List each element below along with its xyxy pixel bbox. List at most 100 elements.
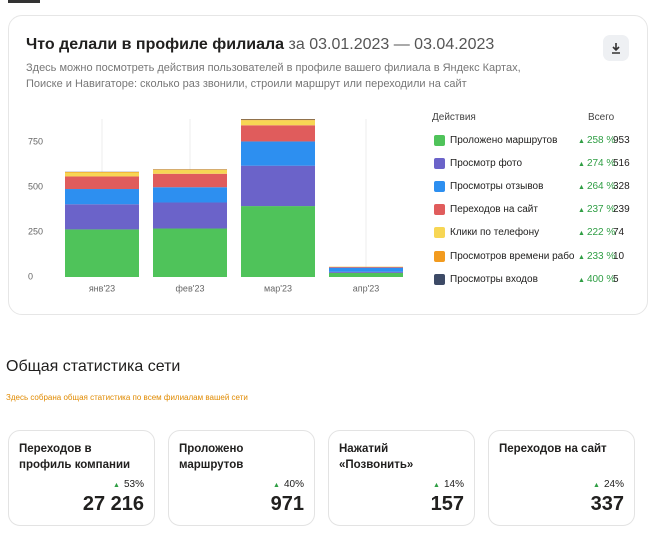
- bar-segment: [153, 228, 227, 277]
- bar-segment: [241, 125, 315, 142]
- bar-segment: [65, 172, 139, 177]
- legend-change: ▲ 264 %: [578, 181, 615, 192]
- change-text: 258 %: [586, 135, 616, 146]
- card-change: ▲ 24%: [593, 479, 624, 490]
- bar-segment: [241, 206, 315, 277]
- up-arrow: ▲: [578, 138, 585, 145]
- y-tick-label: 250: [28, 226, 43, 236]
- chart: 0 250 500 750 янв'23 фев'23 мар'23 апр'23: [28, 119, 403, 293]
- stat-card: Переходов в профиль компании ▲ 53% 27 216: [8, 430, 155, 526]
- legend-change: ▲ 222 %: [578, 227, 615, 238]
- section-note: Здесь собрана общая статистика по всем ф…: [6, 393, 248, 402]
- legend-name: Просмотры входов: [450, 273, 538, 285]
- bar-segment: [65, 204, 139, 230]
- legend-checkbox: [434, 227, 445, 239]
- stat-card: Проложено маршрутов ▲ 40% 971: [168, 430, 315, 526]
- legend-checkbox: [434, 250, 445, 262]
- stat-card: Нажатий «Позвонить» ▲ 14% 157: [328, 430, 475, 526]
- bar-segment: [241, 165, 315, 207]
- bar-segment: [153, 169, 227, 170]
- bar-segment: [65, 171, 139, 173]
- legend-checkbox: [434, 273, 445, 285]
- card-title: Переходов в профиль компании: [19, 443, 131, 471]
- up-arrow: ▲: [433, 482, 440, 489]
- change-text: 40%: [283, 479, 304, 490]
- legend-checkbox: [434, 204, 445, 216]
- bar-segment: [153, 173, 227, 188]
- up-arrow: ▲: [578, 184, 585, 192]
- legend-checkbox: [434, 158, 445, 170]
- bar-segment: [153, 169, 227, 174]
- x-tick-label: мар'23: [264, 283, 292, 293]
- actions-panel: [8, 15, 648, 315]
- legend-change: ▲ 237 %: [578, 204, 615, 215]
- y-tick-label: 0: [28, 271, 33, 281]
- card-value: 157: [430, 493, 464, 515]
- legend-header: Всего: [588, 112, 615, 123]
- bar-segment: [65, 189, 139, 205]
- bar-segment: [241, 119, 315, 120]
- download-icon: [612, 43, 620, 54]
- y-tick-label: 500: [28, 182, 43, 192]
- x-tick-label: фев'23: [176, 283, 205, 293]
- section-title: Общая статистика сети: [6, 358, 181, 375]
- download-button[interactable]: [603, 35, 629, 61]
- period: за 03.01.2023 — 03.04.2023: [288, 36, 495, 53]
- legend-change: ▲ 233 %: [578, 251, 615, 262]
- change-text: 233 %: [586, 250, 616, 262]
- legend-name: Просмотр фото: [450, 158, 523, 170]
- legend-total: 5: [613, 273, 619, 285]
- legend-total: 953: [613, 135, 630, 146]
- bar-segment: [329, 267, 403, 272]
- legend-header: Действия: [432, 112, 476, 123]
- change-text: 14%: [443, 479, 464, 490]
- bar-segment: [241, 119, 315, 121]
- bar-segment: [65, 229, 139, 277]
- card-value: 337: [590, 493, 624, 515]
- bar-segment: [241, 141, 315, 166]
- card-title: Нажатий «Позвонить»: [339, 443, 414, 471]
- up-arrow: ▲: [578, 230, 585, 238]
- up-arrow: ▲: [578, 207, 585, 215]
- legend-total: 516: [613, 158, 630, 170]
- legend-change: ▲ 274 %: [578, 158, 615, 169]
- up-arrow: ▲: [113, 482, 120, 489]
- change-text: 400 %: [586, 273, 616, 285]
- change-text: 24%: [603, 479, 624, 490]
- legend-total: 239: [613, 204, 630, 216]
- legend-change: ▲ 258 %: [578, 135, 615, 146]
- legend-checkbox: [434, 135, 445, 146]
- legend-checkbox: [434, 181, 445, 193]
- legend-name: Переходов на сайт: [450, 204, 538, 216]
- change-text: 222 %: [586, 227, 616, 239]
- y-tick-label: 750: [28, 137, 43, 147]
- tab-indicator: [8, 0, 40, 3]
- legend-change: ▲ 400 %: [578, 274, 615, 285]
- legend-name: Просмотров времени работы: [450, 250, 574, 262]
- bar-segment: [153, 187, 227, 203]
- card-change: ▲ 53%: [113, 479, 144, 490]
- up-arrow: ▲: [578, 276, 585, 284]
- legend-total: 74: [613, 227, 625, 239]
- change-text: 264 %: [586, 181, 616, 193]
- up-arrow: ▲: [593, 482, 600, 489]
- card-value: 971: [270, 493, 304, 515]
- bar-segment: [153, 202, 227, 229]
- card-value: 27 216: [82, 493, 144, 515]
- panel-title: Что делали в профиле филиала за 03.01.20…: [26, 36, 494, 54]
- bar-segment: [65, 176, 139, 190]
- bar-segment: [329, 266, 403, 268]
- bar-segment: [329, 272, 403, 277]
- legend-name: Проложено маршрутов: [450, 135, 558, 146]
- legend-total: 10: [613, 250, 625, 262]
- x-tick-label: янв'23: [89, 283, 115, 293]
- card-title: Переходов на сайт: [499, 443, 607, 455]
- up-arrow: ▲: [578, 161, 585, 169]
- card-change: ▲ 14%: [433, 479, 464, 490]
- description: Здесь можно посмотреть действия пользова…: [26, 62, 521, 90]
- change-text: 274 %: [586, 158, 616, 170]
- card-title: Проложено маршрутов: [179, 443, 244, 471]
- up-arrow: ▲: [578, 253, 585, 261]
- up-arrow: ▲: [273, 482, 280, 489]
